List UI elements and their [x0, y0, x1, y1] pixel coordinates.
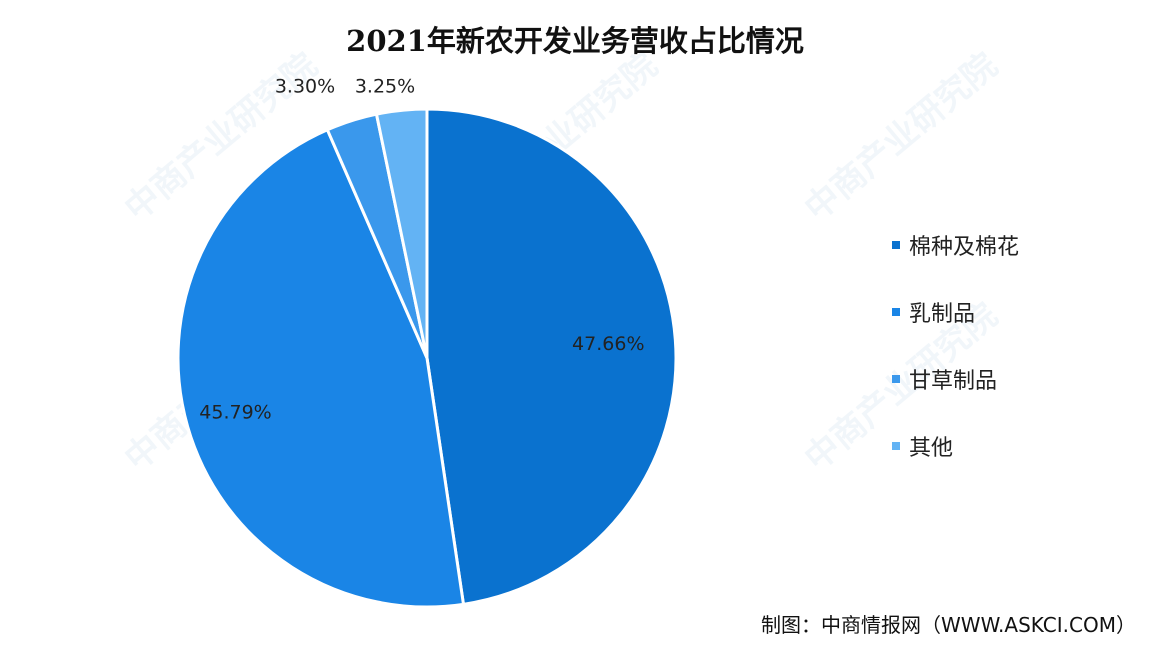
- data-label: 45.79%: [199, 401, 271, 423]
- legend-swatch: [892, 442, 900, 450]
- legend-label: 棉种及棉花: [909, 235, 1020, 260]
- legend-label: 其他: [909, 436, 954, 461]
- legend-label: 甘草制品: [909, 369, 998, 394]
- pie-slice: [425, 107, 678, 607]
- legend-swatch: [892, 241, 900, 249]
- chart-title: 2021年新农开发业务营收占比情况: [346, 24, 804, 58]
- pie-slice: [176, 127, 466, 609]
- legend-label: 乳制品: [909, 302, 976, 327]
- source-note: 制图：中商情报网（WWW.ASKCI.COM）: [761, 613, 1136, 637]
- legend-item: 甘草制品: [892, 362, 1019, 396]
- data-label: 47.66%: [572, 333, 644, 355]
- pie-slice: [374, 107, 429, 359]
- data-label: 3.30%: [275, 76, 335, 98]
- legend-item: 棉种及棉花: [892, 228, 1019, 262]
- data-label: 3.25%: [355, 76, 415, 98]
- legend-swatch: [892, 375, 900, 383]
- legend-swatch: [892, 308, 900, 316]
- legend: 棉种及棉花 乳制品 甘草制品 其他: [892, 228, 1019, 496]
- legend-item: 其他: [892, 429, 1019, 463]
- legend-item: 乳制品: [892, 295, 1019, 329]
